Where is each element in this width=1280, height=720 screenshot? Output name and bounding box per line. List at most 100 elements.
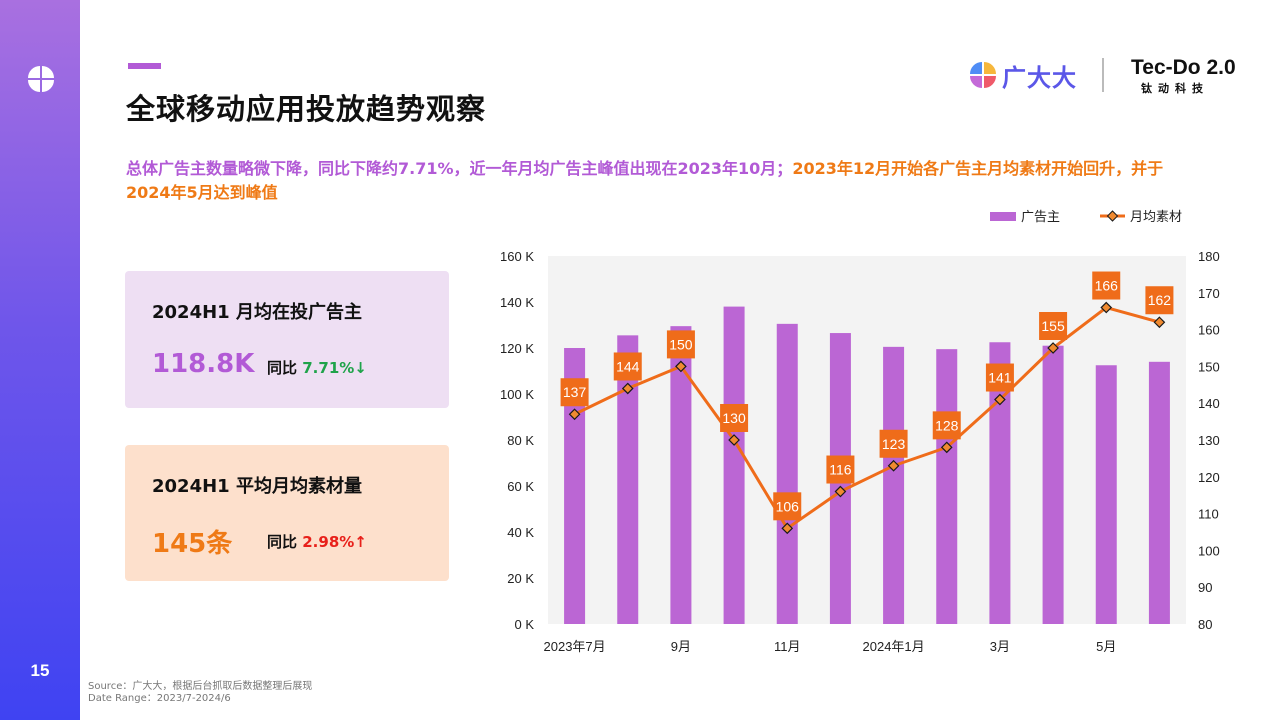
page-number: 15 <box>30 661 50 680</box>
line-point-marker <box>1047 342 1059 354</box>
footer-source: Source：广大大，根据后台抓取后数据整理后展现 <box>88 681 313 692</box>
data-label: 137 <box>563 384 587 400</box>
line-point-marker <box>887 459 900 472</box>
data-label-box <box>560 378 589 407</box>
arrow-down-icon: ↓ <box>354 359 367 377</box>
page-subtitle: 总体广告主数量略微下降，同比下降约7.71%，近一年月均广告主峰值出现在2023… <box>126 157 1196 205</box>
y-right-tick-label: 90 <box>1198 580 1212 595</box>
kpi-card-advertisers: 2024H1 月均在投广告主 118.8K 同比 7.71%↓ <box>125 271 449 408</box>
data-label-box <box>826 455 855 484</box>
y-right-tick-label: 110 <box>1198 507 1219 522</box>
kpi-card-yoy: 同比 7.71%↓ <box>267 357 367 378</box>
line-point-marker <box>1153 316 1166 329</box>
kpi-card-title: 2024H1 平均月均素材量 <box>152 476 362 497</box>
line-point-marker <box>940 441 953 454</box>
x-tick-label: 11月 <box>774 639 801 654</box>
legend-bar-swatch <box>990 212 1016 221</box>
legend-diamond-icon <box>1106 210 1119 222</box>
data-label-box <box>613 352 642 381</box>
x-tick-label: 9月 <box>671 639 691 654</box>
y-left-tick-label: 120 K <box>500 341 534 356</box>
data-label: 116 <box>829 462 852 478</box>
data-label-box <box>879 429 908 458</box>
yoy-label: 同比 <box>267 359 298 377</box>
data-label: 144 <box>616 358 640 374</box>
bar <box>723 306 745 624</box>
data-label-box <box>1039 312 1068 340</box>
y-right-tick-label: 180 <box>1198 249 1220 264</box>
y-left-tick-label: 160 K <box>500 249 534 264</box>
data-label-box <box>1145 286 1174 315</box>
page-title: 全球移动应用投放趋势观察 <box>126 92 487 126</box>
plot-area-background <box>548 256 1186 624</box>
yoy-value: 2.98% <box>302 533 355 551</box>
data-label: 106 <box>776 498 800 514</box>
y-left-tick-label: 40 K <box>507 525 534 540</box>
x-tick-label: 3月 <box>990 639 1010 654</box>
bar <box>989 342 1011 624</box>
y-right-tick-label: 160 <box>1198 323 1220 338</box>
data-label: 130 <box>722 410 746 426</box>
data-label-box <box>932 411 961 440</box>
chart-container: 0 K 20 K 40 K 60 K 80 K 100 K 120 K 140 K 160 K 8… <box>480 200 1250 670</box>
y-right-tick-label: 130 <box>1198 433 1220 448</box>
kpi-card-yoy: 同比 2.98%↑ <box>267 531 367 552</box>
bar <box>617 335 639 624</box>
y-left-tick-label: 20 K <box>507 571 534 586</box>
line-point-marker <box>568 408 581 421</box>
kpi-card-title: 2024H1 月均在投广告主 <box>152 302 362 323</box>
y-right-tick-label: 140 <box>1198 396 1220 411</box>
line-point-marker <box>994 393 1006 406</box>
subtitle-part-orange: 2023年12月开始各广告主月均素材开始回升，并于2024年5月达到峰值 <box>126 159 1164 202</box>
guangdada-logo-icon <box>970 62 996 88</box>
data-label-box <box>985 363 1014 392</box>
y-left-tick-label: 60 K <box>507 479 534 494</box>
yoy-value: 7.71% <box>302 359 355 377</box>
legend-label-bars: 广告主 <box>1021 209 1060 224</box>
footer: Source：广大大，根据后台抓取后数据整理后展现 Date Range：202… <box>88 681 312 705</box>
brand-logo-icon <box>28 66 54 92</box>
bar <box>564 348 586 624</box>
y-right-tick-label: 170 <box>1198 286 1220 301</box>
subtitle-part-purple: 总体广告主数量略微下降，同比下降约7.71%，近一年月均广告主峰值出现在2023… <box>126 159 793 178</box>
title-accent-bar <box>128 63 161 69</box>
bar <box>936 349 958 624</box>
line-point-marker <box>728 434 740 446</box>
kpi-card-value: 118.8K <box>152 349 255 379</box>
line-series <box>573 306 1160 530</box>
bar <box>1042 345 1064 624</box>
y-right-tick-label: 100 <box>1198 543 1220 558</box>
y-left-tick-label: 80 K <box>507 433 534 448</box>
data-label: 128 <box>935 417 959 433</box>
y-right-tick-label: 80 <box>1198 617 1212 632</box>
logo-divider <box>1102 58 1104 92</box>
data-label: 162 <box>1148 292 1172 308</box>
sidebar: 15 <box>0 0 80 720</box>
x-tick-label: 2024年1月 <box>863 639 925 654</box>
kpi-card-creatives: 2024H1 平均月均素材量 145条 同比 2.98%↑ <box>125 445 449 581</box>
x-tick-label: 5月 <box>1096 639 1116 654</box>
tecdo-brand-subtitle: 钛动科技 <box>1141 82 1209 95</box>
data-label: 166 <box>1095 278 1119 294</box>
tecdo-brand-name: Tec-Do 2.0 <box>1131 56 1236 79</box>
data-label-box <box>773 492 802 521</box>
line-point-marker <box>1100 301 1113 314</box>
footer-date-range: Date Range：2023/7-2024/6 <box>88 693 231 704</box>
data-label: 123 <box>882 436 906 452</box>
data-label: 141 <box>988 370 1012 386</box>
y-left-tick-label: 140 K <box>500 295 534 310</box>
yoy-label: 同比 <box>267 533 298 551</box>
bar <box>776 323 798 624</box>
bar <box>670 326 692 624</box>
bar <box>1148 361 1170 624</box>
line-point-marker <box>834 485 847 498</box>
line-point-marker <box>781 522 794 535</box>
kpi-card-value: 145条 <box>152 529 233 559</box>
data-label-box <box>1092 271 1121 300</box>
y-right-tick-label: 150 <box>1198 359 1220 374</box>
guangdada-brand-name: 广大大 <box>1002 64 1077 92</box>
y-right-tick-label: 120 <box>1198 470 1220 485</box>
data-label-box <box>666 330 695 359</box>
data-label: 155 <box>1041 318 1065 334</box>
x-tick-label: 2023年7月 <box>544 639 606 654</box>
